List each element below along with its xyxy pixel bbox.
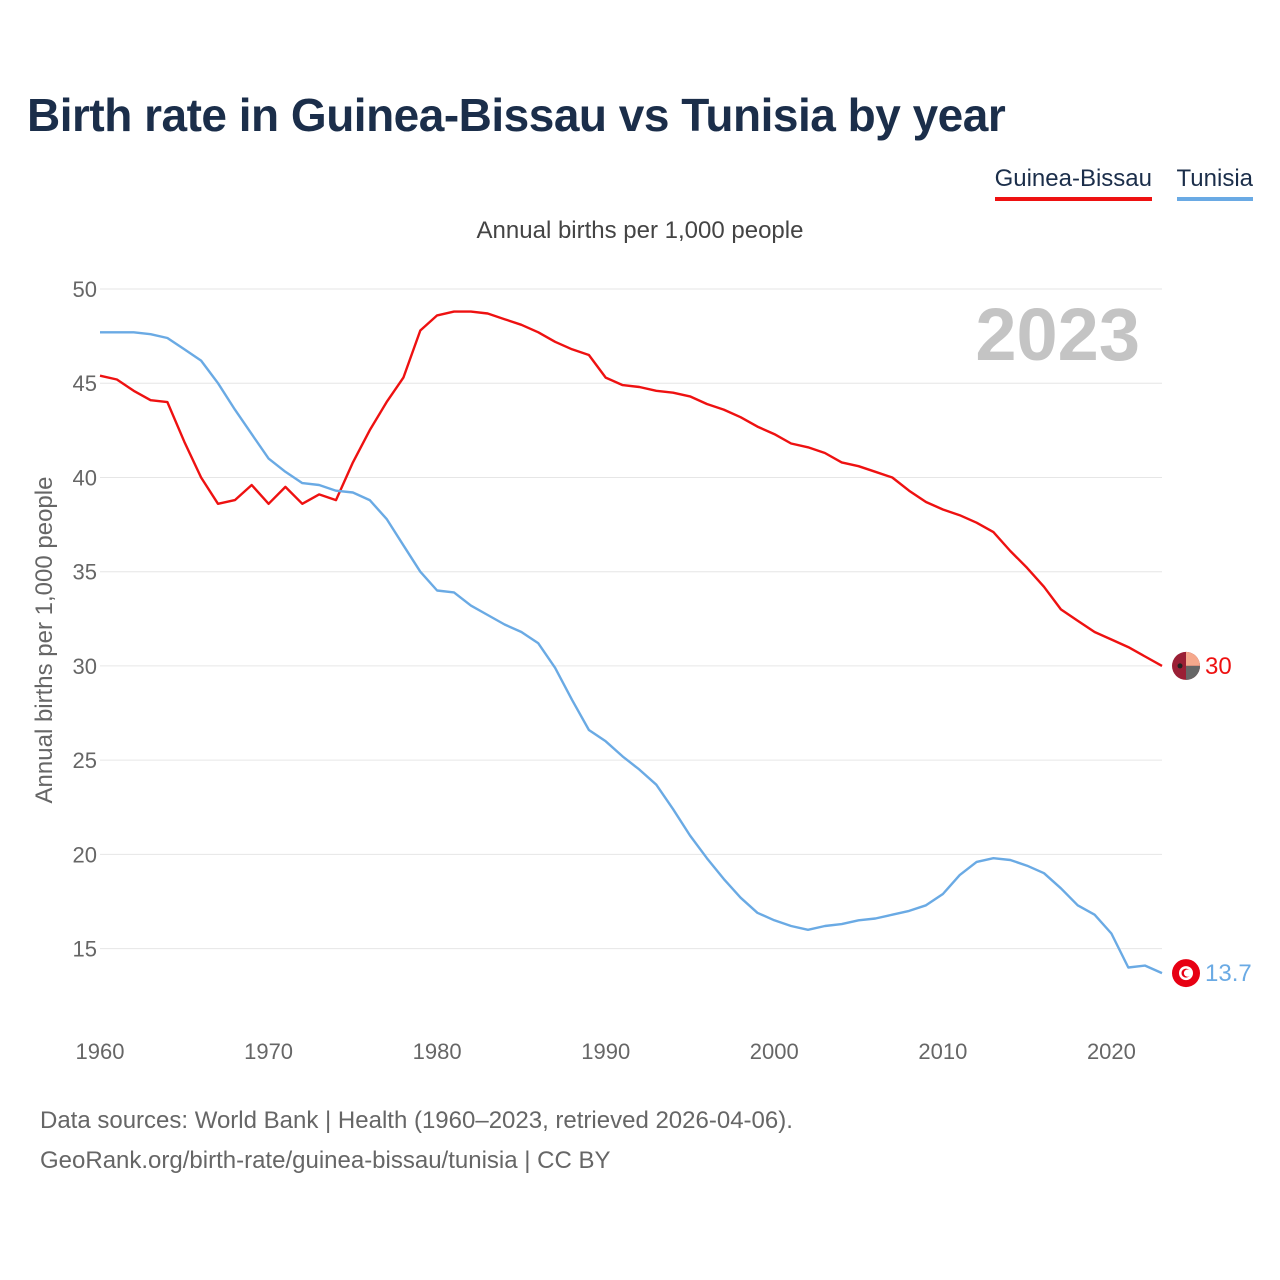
x-tick-label: 1970 bbox=[244, 1039, 293, 1064]
legend-item-tunisia[interactable]: Tunisia bbox=[1176, 165, 1253, 201]
y-tick-label: 20 bbox=[73, 842, 97, 867]
current-year-label: 2023 bbox=[975, 293, 1140, 376]
x-axis-ticks: 1960 1970 1980 1990 2000 2010 2020 bbox=[76, 1039, 1136, 1064]
grid-lines bbox=[100, 288, 1162, 950]
y-axis-ticks: 15 20 25 30 35 40 45 50 bbox=[73, 277, 97, 962]
y-tick-label: 50 bbox=[73, 277, 97, 302]
legend-item-guinea-bissau[interactable]: Guinea-Bissau bbox=[994, 165, 1152, 201]
x-tick-label: 2010 bbox=[918, 1039, 967, 1064]
end-value-label-tunisia: 13.7 bbox=[1205, 960, 1252, 987]
x-tick-label: 1990 bbox=[581, 1039, 630, 1064]
y-tick-label: 35 bbox=[73, 560, 97, 585]
end-markers: 30 13.7 bbox=[1172, 651, 1252, 988]
source-line-1: Data sources: World Bank | Health (1960–… bbox=[40, 1107, 793, 1134]
chart-title: Birth rate in Guinea-Bissau vs Tunisia b… bbox=[27, 89, 1006, 141]
x-tick-label: 1960 bbox=[76, 1039, 125, 1064]
y-tick-label: 15 bbox=[73, 937, 97, 962]
y-tick-label: 45 bbox=[73, 371, 97, 396]
y-tick-label: 40 bbox=[73, 465, 97, 490]
series-group bbox=[99, 310, 1163, 975]
x-tick-label: 1980 bbox=[413, 1039, 462, 1064]
y-tick-label: 30 bbox=[73, 654, 97, 679]
x-tick-label: 2020 bbox=[1087, 1039, 1136, 1064]
series-line-tunisia bbox=[100, 331, 1163, 975]
y-tick-label: 25 bbox=[73, 748, 97, 773]
source-line-2: GeoRank.org/birth-rate/guinea-bissau/tun… bbox=[40, 1147, 611, 1174]
series-line-guinea-bissau bbox=[99, 310, 1163, 667]
x-tick-label: 2000 bbox=[750, 1039, 799, 1064]
end-value-label-guinea-bissau: 30 bbox=[1205, 653, 1232, 680]
chart-subtitle: Annual births per 1,000 people bbox=[476, 217, 804, 244]
flag-icon-guinea-bissau bbox=[1172, 651, 1200, 680]
y-axis-label: Annual births per 1,000 people bbox=[31, 477, 58, 804]
flag-icon-tunisia bbox=[1172, 959, 1200, 988]
